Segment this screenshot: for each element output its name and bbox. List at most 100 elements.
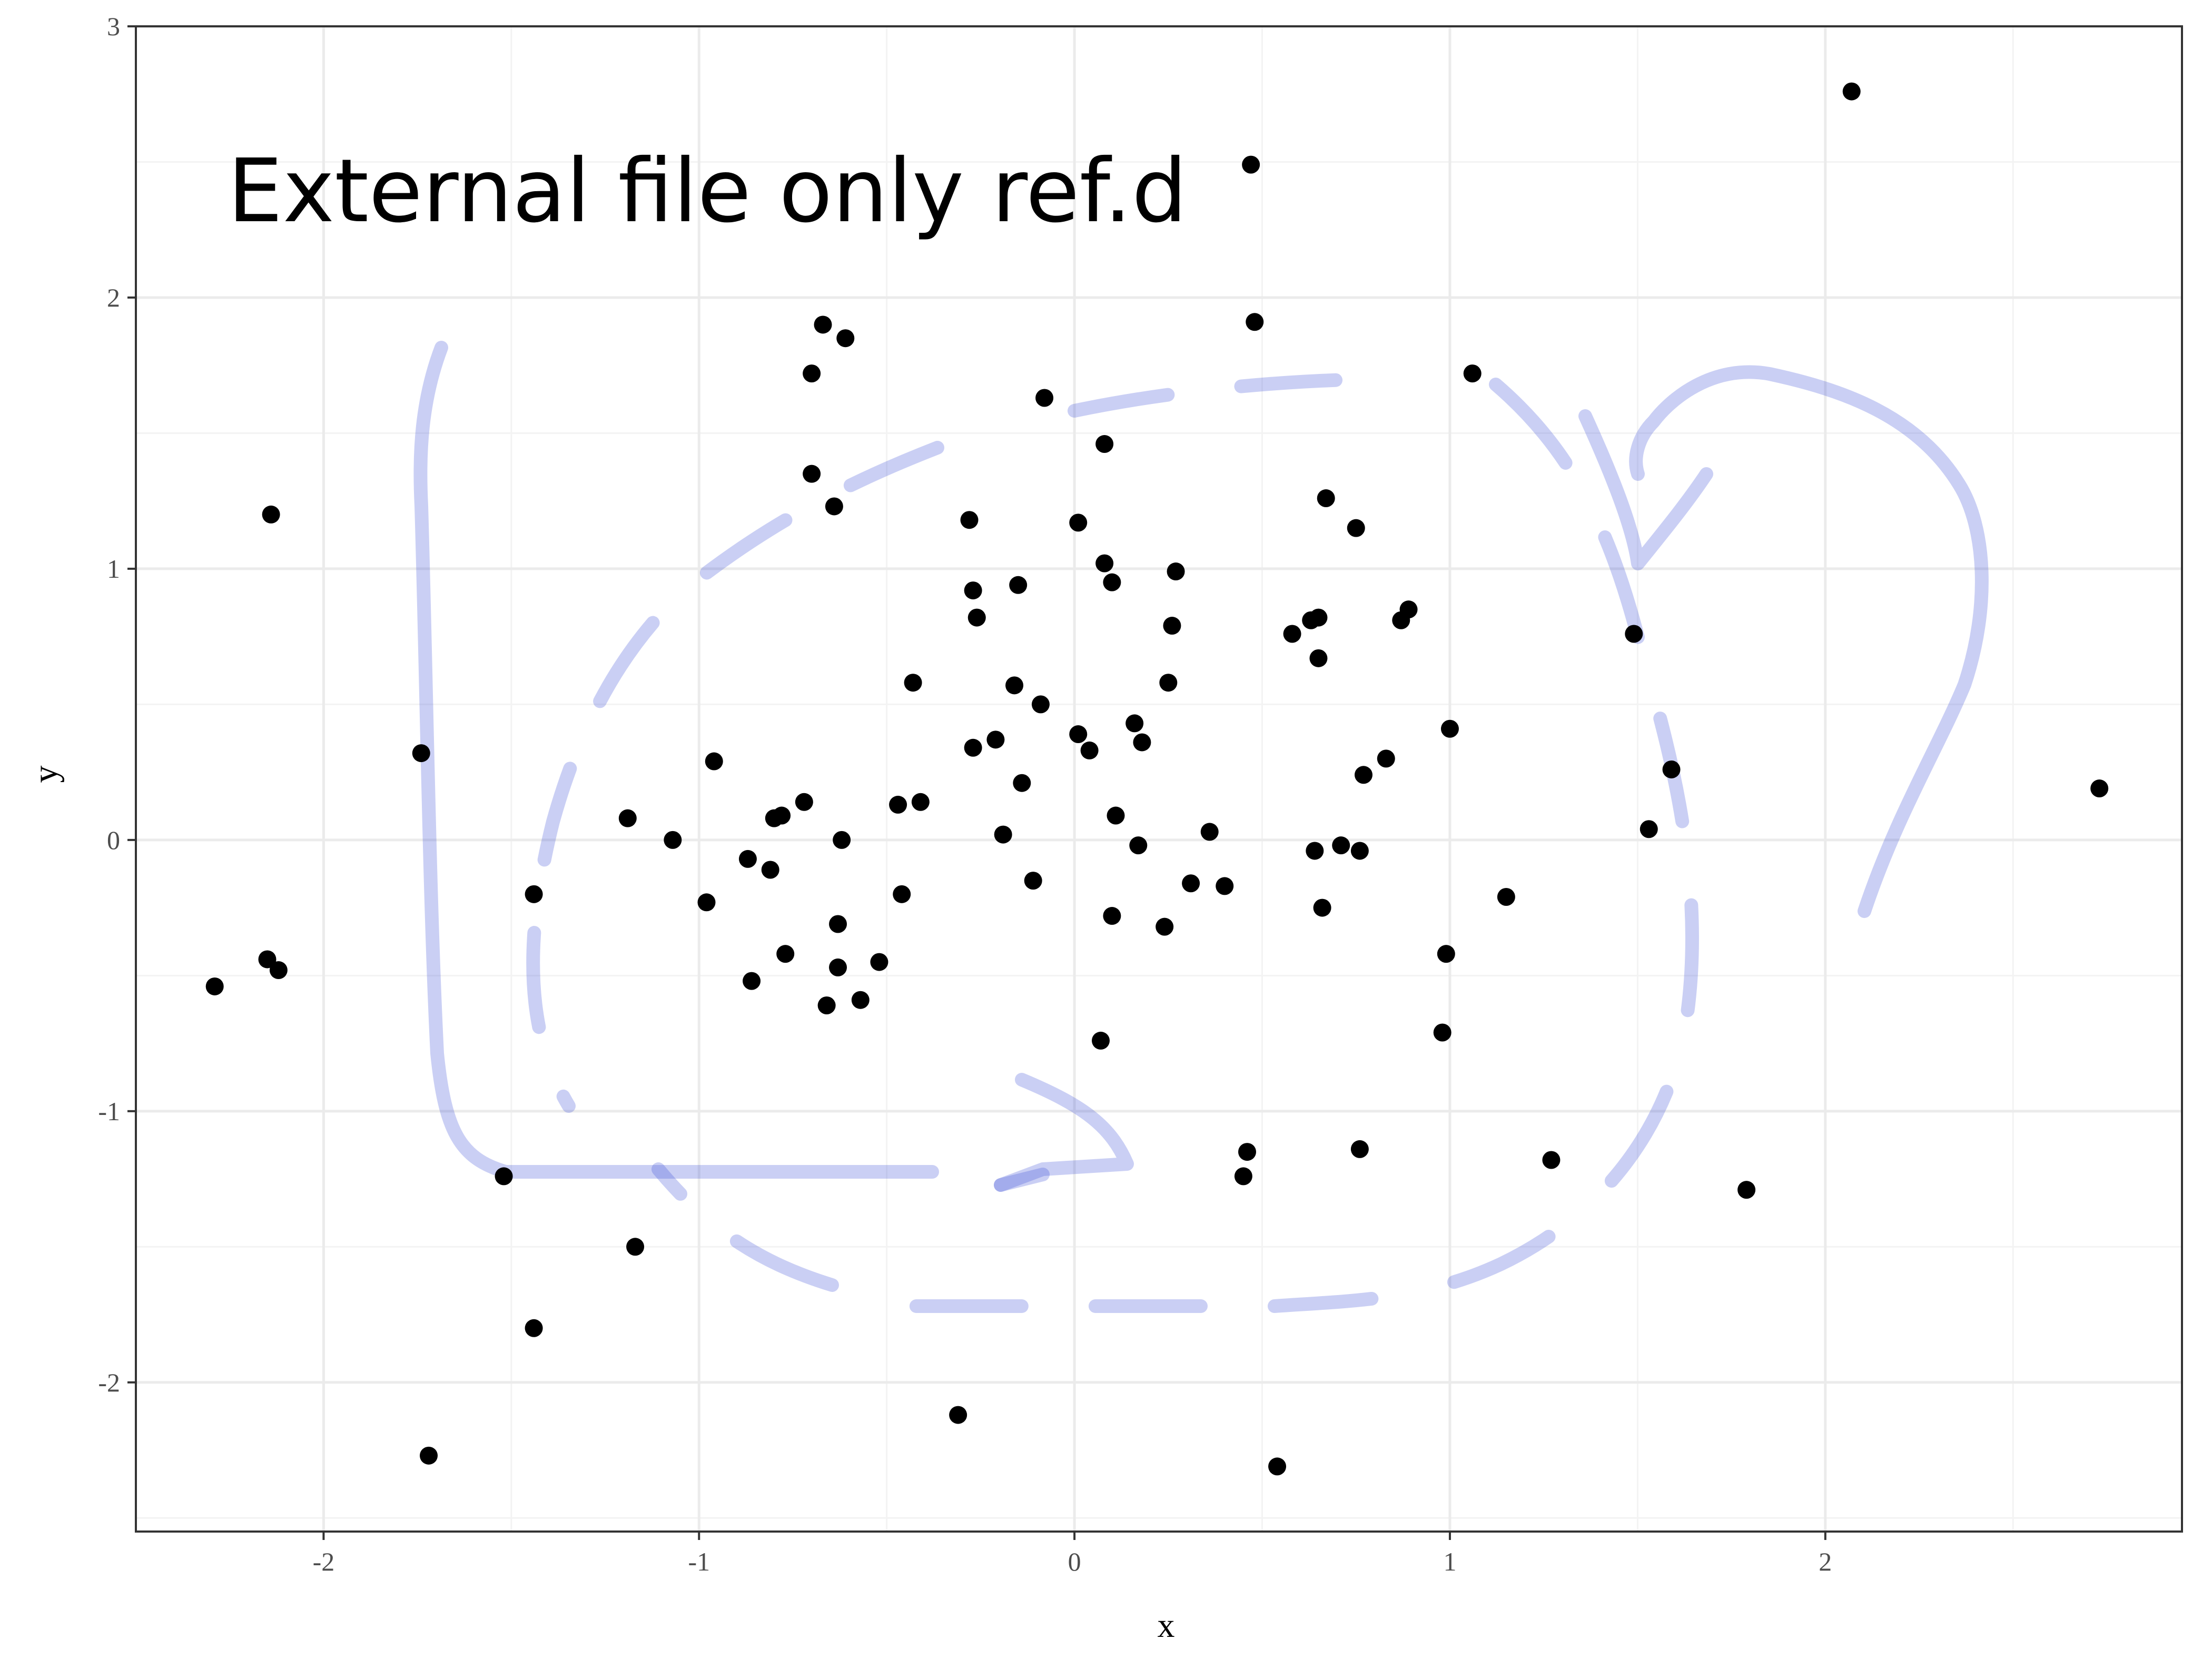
scatter-point [1737, 1181, 1756, 1199]
x-tick-label: -2 [313, 1547, 335, 1576]
overlay-stroke-left-bracket [413, 341, 939, 1179]
scatter-point [1283, 625, 1301, 643]
scatter-point [1433, 1023, 1451, 1042]
scatter-point [1069, 725, 1088, 744]
overlay-stroke-right-loop [1629, 365, 1989, 918]
scatter-point [1377, 749, 1395, 768]
scatter-point [1268, 1457, 1287, 1476]
scatter-point [1662, 760, 1681, 778]
scatter-point [803, 465, 821, 483]
scatter-point [803, 364, 821, 383]
scatter-point [525, 1319, 543, 1337]
scatter-point [664, 831, 682, 849]
scatter-point [626, 1238, 645, 1256]
scatter-point [420, 1446, 438, 1465]
scatter-point [1306, 842, 1324, 860]
scatter-point [1182, 874, 1200, 893]
scatter-point [269, 961, 288, 980]
scatter-point [1095, 554, 1114, 572]
scatter-point [697, 893, 716, 912]
scatter-point [1625, 625, 1643, 643]
scatter-point [814, 315, 832, 334]
panel-border [135, 25, 2183, 1533]
hand-drawn-overlay [413, 341, 1989, 1314]
scatter-point [776, 945, 795, 963]
scatter-point [893, 885, 911, 903]
scatter-point [1440, 719, 1459, 738]
scatter-point [525, 885, 543, 903]
scatter-point [262, 505, 280, 524]
overlay-stroke-dashed-bottom-left [651, 1162, 839, 1292]
scatter-point [1024, 872, 1042, 890]
scatter-point [904, 674, 922, 692]
annotation-text: External file only ref.d [228, 141, 1187, 242]
scatter-point [2090, 779, 2109, 798]
scatter-point [1107, 806, 1125, 825]
scatter-point [1399, 600, 1418, 619]
scatter-point [1332, 836, 1350, 855]
x-tick-label: 1 [1443, 1547, 1456, 1576]
data-points [205, 82, 2109, 1476]
scatter-point [1437, 945, 1455, 963]
scatter-point [743, 972, 761, 990]
scatter-point [825, 497, 843, 516]
scatter-point [1080, 741, 1099, 759]
scatter-point [986, 730, 1005, 749]
overlay-stroke-dashed-top [1068, 372, 1387, 418]
scatter-point [1200, 823, 1219, 841]
y-tick-label: -1 [98, 1097, 120, 1126]
scatter-point [1125, 714, 1144, 733]
y-tick-label: 0 [107, 825, 120, 855]
scatter-point [412, 744, 430, 763]
scatter-point [1031, 695, 1050, 714]
scatter-point [1133, 733, 1151, 752]
scatter-point [1129, 836, 1148, 855]
scatter-point [495, 1167, 513, 1186]
overlay-stroke-dashed-right [1268, 378, 1699, 1313]
scatter-point [964, 738, 982, 757]
scatter-point [1156, 917, 1174, 936]
scatter-point [1069, 514, 1088, 532]
y-tick-label: 3 [107, 12, 120, 41]
scatter-point [1640, 820, 1658, 838]
scatter-point [1013, 774, 1031, 792]
scatter-point [817, 996, 836, 1014]
scatter-point [1238, 1143, 1257, 1161]
scatter-point [1163, 617, 1181, 635]
scatter-point [1005, 676, 1024, 695]
scatter-point [967, 608, 986, 627]
overlay-stroke-arrow-tail [994, 1168, 1050, 1192]
scatter-point [1317, 489, 1335, 508]
scatter-point [1035, 389, 1054, 407]
scatter-point [1009, 576, 1028, 594]
scatter-point [1216, 877, 1234, 895]
scatter-point [205, 977, 224, 995]
axis-ticks [127, 25, 1826, 1540]
scatter-point [1542, 1151, 1561, 1169]
scatter-point [1355, 766, 1372, 784]
scatter-point [1842, 82, 1861, 101]
overlay-stroke-dashed-loop [526, 441, 944, 1113]
scatter-point [994, 825, 1012, 844]
scatter-point [773, 806, 791, 825]
scatter-point [1242, 155, 1260, 174]
scatter-point [829, 958, 847, 976]
scatter-point [1095, 435, 1114, 453]
scatter-point [1347, 519, 1365, 537]
scatter-point [949, 1406, 967, 1424]
scatter-point [960, 511, 979, 529]
scatter-point [1092, 1031, 1110, 1050]
scatter-point [1497, 888, 1515, 906]
overlay-stroke-arrow-head [994, 1073, 1134, 1192]
scatter-point [1350, 1140, 1369, 1158]
scatter-point [258, 950, 276, 969]
scatter-point [1246, 313, 1264, 331]
scatter-point [1309, 649, 1328, 667]
y-axis-title: y [26, 766, 65, 783]
scatter-point [1350, 842, 1369, 860]
tick-labels: -2 -1 0 1 2 -2 -1 0 1 2 3 [98, 12, 1832, 1576]
x-tick-label: 2 [1819, 1547, 1832, 1576]
